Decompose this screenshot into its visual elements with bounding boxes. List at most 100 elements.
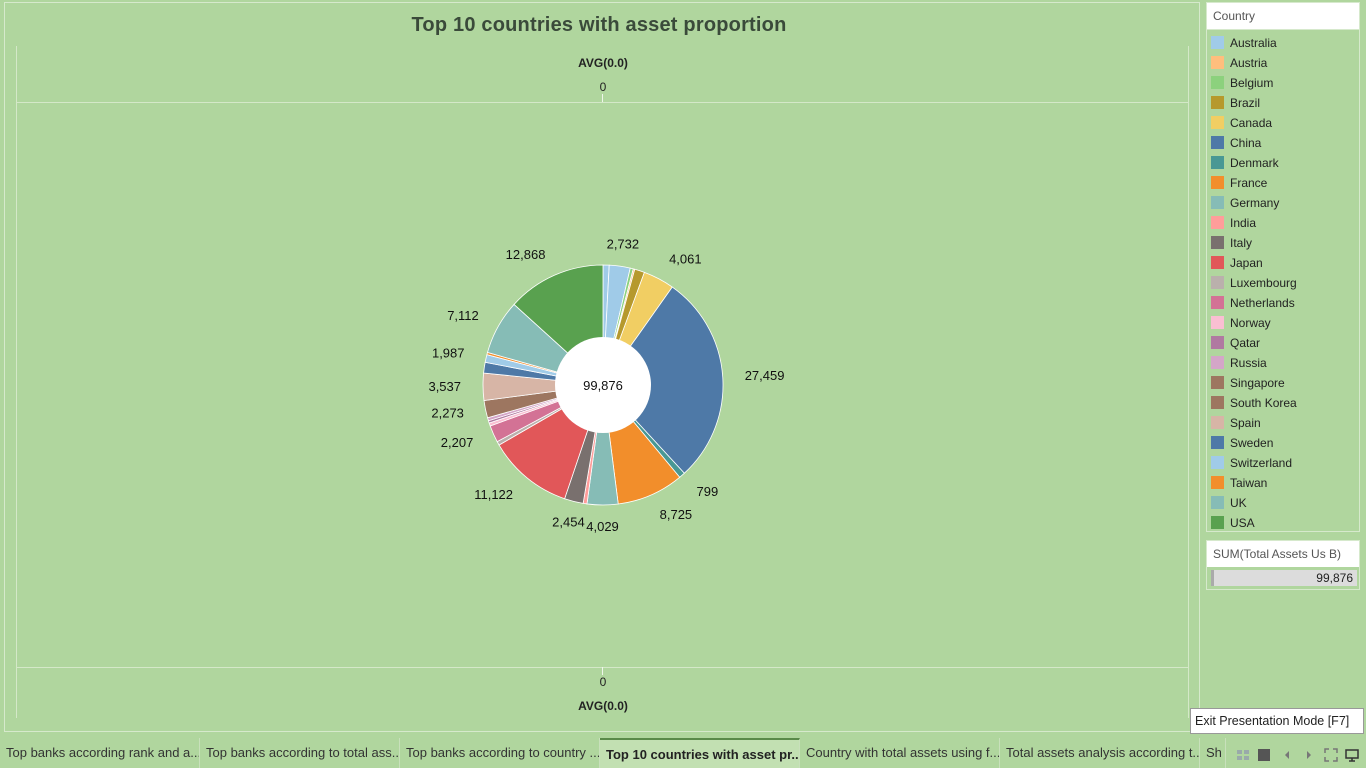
slice-value-label: 8,725 [660, 507, 693, 522]
legend-item-italy[interactable]: Italy [1211, 234, 1357, 254]
exit-presentation-tooltip: Exit Presentation Mode [F7] [1190, 708, 1364, 734]
legend-swatch [1211, 276, 1224, 289]
slice-value-label: 4,029 [586, 519, 619, 534]
donut-hole [555, 337, 651, 433]
legend-item-australia[interactable]: Australia [1211, 34, 1357, 54]
legend-item-luxembourg[interactable]: Luxembourg [1211, 274, 1357, 294]
legend-swatch [1211, 76, 1224, 89]
legend-item-canada[interactable]: Canada [1211, 114, 1357, 134]
filmstrip-icon[interactable] [1257, 748, 1271, 762]
donut-chart[interactable]: 99,876 2,732 4,061 27,459 799 8,725 4,0292,45… [0, 0, 1200, 735]
legend-item-japan[interactable]: Japan [1211, 254, 1357, 274]
legend-swatch [1211, 496, 1224, 509]
legend-swatch [1211, 516, 1224, 529]
legend-item-south-korea[interactable]: South Korea [1211, 394, 1357, 414]
legend-swatch [1211, 176, 1224, 189]
legend-label: Luxembourg [1230, 276, 1297, 290]
legend-label: Norway [1230, 316, 1271, 330]
legend-item-india[interactable]: India [1211, 214, 1357, 234]
legend-label: Singapore [1230, 376, 1285, 390]
sheet-sorter-icon[interactable] [1236, 748, 1250, 762]
sheet-tab[interactable]: Top banks according to country ... [400, 738, 600, 768]
legend-swatch [1211, 396, 1224, 409]
legend-item-austria[interactable]: Austria [1211, 54, 1357, 74]
legend-swatch [1211, 296, 1224, 309]
fullscreen-icon[interactable] [1324, 748, 1338, 762]
legend-swatch [1211, 36, 1224, 49]
legend-swatch [1211, 416, 1224, 429]
legend-item-sweden[interactable]: Sweden [1211, 434, 1357, 454]
bottom-tick [602, 667, 603, 675]
sheet-tab-bar: Top banks according rank and a... Top ban… [0, 738, 1366, 768]
legend-item-switzerland[interactable]: Switzerland [1211, 454, 1357, 474]
legend-swatch [1211, 376, 1224, 389]
sheet-tab[interactable]: Top banks according to total ass... [200, 738, 400, 768]
exit-presentation-icon[interactable] [1345, 748, 1359, 762]
legend-item-usa[interactable]: USA [1211, 514, 1357, 534]
legend-item-norway[interactable]: Norway [1211, 314, 1357, 334]
slice-value-label: 2,207 [441, 435, 474, 450]
sheet-tab[interactable]: Top banks according rank and a... [0, 738, 200, 768]
next-sheet-icon[interactable] [1302, 748, 1316, 762]
bottom-axis-zero: 0 [599, 675, 607, 689]
top-axis-zero: 0 [599, 80, 607, 94]
legend-item-germany[interactable]: Germany [1211, 194, 1357, 214]
legend-swatch [1211, 476, 1224, 489]
legend-item-denmark[interactable]: Denmark [1211, 154, 1357, 174]
size-legend-bar: 99,876 [1211, 570, 1357, 586]
legend-label: Russia [1230, 356, 1267, 370]
pie-slice-china[interactable] [602, 286, 724, 474]
sheet-tab[interactable]: Total assets analysis according t... [1000, 738, 1200, 768]
legend-label: Sweden [1230, 436, 1274, 450]
country-legend[interactable]: Country Australia Austria Belgium Brazil Can… [1206, 2, 1360, 532]
legend-label: Brazil [1230, 96, 1261, 110]
legend-item-brazil[interactable]: Brazil [1211, 94, 1357, 114]
legend-label: Switzerland [1230, 456, 1293, 470]
legend-item-russia[interactable]: Russia [1211, 354, 1357, 374]
sheet-tab[interactable]: Sh [1200, 738, 1226, 768]
legend-item-china[interactable]: China [1211, 134, 1357, 154]
legend-swatch [1211, 236, 1224, 249]
top-tick [602, 94, 603, 102]
legend-swatch [1211, 56, 1224, 69]
legend-swatch [1211, 156, 1224, 169]
slice-value-label: 27,459 [745, 368, 785, 383]
legend-item-singapore[interactable]: Singapore [1211, 374, 1357, 394]
legend-label: USA [1230, 516, 1255, 530]
legend-label: China [1230, 136, 1262, 150]
right-gridline [1188, 46, 1189, 718]
slice-value-label: 2,273 [431, 406, 464, 421]
legend-label: Spain [1230, 416, 1261, 430]
size-legend-value: 99,876 [1316, 571, 1353, 585]
legend-label: Taiwan [1230, 476, 1268, 490]
slice-value-label: 1,987 [432, 346, 465, 361]
slice-value-label: 11,122 [474, 487, 513, 502]
top-axis-label: AVG(0.0) [578, 56, 628, 70]
legend-item-qatar[interactable]: Qatar [1211, 334, 1357, 354]
slice-value-label: 7,112 [447, 308, 479, 323]
legend-item-uk[interactable]: UK [1211, 494, 1357, 514]
legend-swatch [1211, 456, 1224, 469]
sheet-tab[interactable]: Top 10 countries with asset pr... [600, 738, 800, 768]
legend-swatch [1211, 136, 1224, 149]
legend-label: Denmark [1230, 156, 1279, 170]
legend-item-netherlands[interactable]: Netherlands [1211, 294, 1357, 314]
legend-item-belgium[interactable]: Belgium [1211, 74, 1357, 94]
legend-label: Belgium [1230, 76, 1274, 90]
legend-swatch [1211, 116, 1224, 129]
sheet-tab[interactable]: Country with total assets using f... [800, 738, 1000, 768]
legend-label: Canada [1230, 116, 1273, 130]
legend-label: Japan [1230, 256, 1263, 270]
legend-label: Netherlands [1230, 296, 1295, 310]
donut-total-label: 99,876 [583, 378, 623, 393]
worksheet-area [4, 2, 1200, 732]
legend-item-taiwan[interactable]: Taiwan [1211, 474, 1357, 494]
top-gridline [16, 102, 1188, 103]
legend-item-france[interactable]: France [1211, 174, 1357, 194]
legend-item-spain[interactable]: Spain [1211, 414, 1357, 434]
size-legend: SUM(Total Assets Us B) 99,876 [1206, 540, 1360, 590]
legend-label: India [1230, 216, 1257, 230]
legend-label: Australia [1230, 36, 1277, 50]
prev-sheet-icon[interactable] [1280, 748, 1294, 762]
legend-label: UK [1230, 496, 1247, 510]
